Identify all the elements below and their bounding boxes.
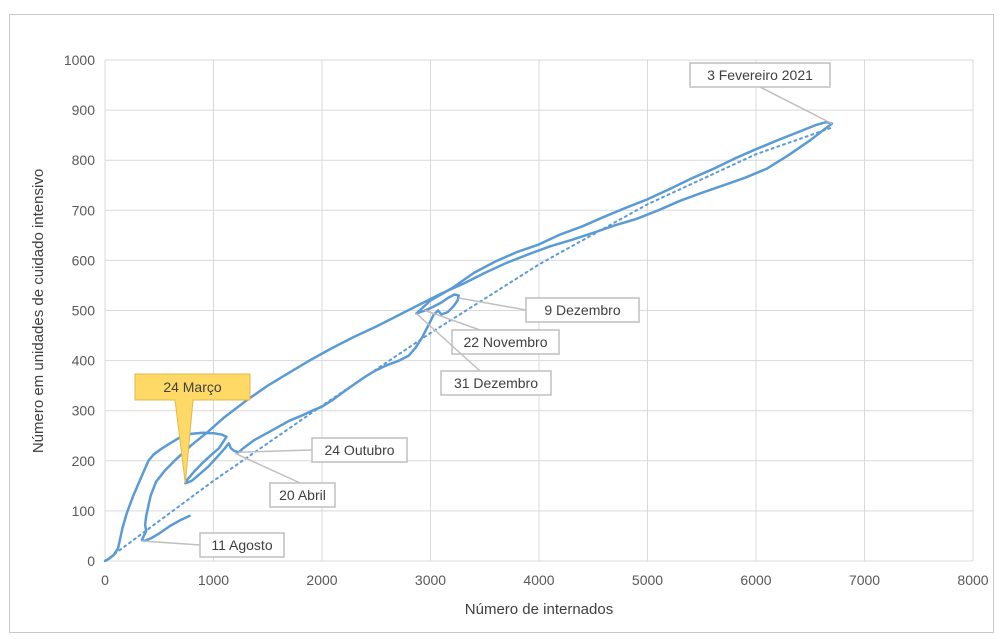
- callout-leader: [424, 309, 481, 331]
- x-tick-label: 7000: [849, 572, 880, 588]
- callout-leader: [238, 449, 313, 454]
- callout-7: 11 Agosto: [141, 532, 285, 558]
- y-tick-labels: 0 100 200 300 400 500 600 700 800 900 1000: [64, 52, 95, 569]
- y-tick-label: 200: [72, 453, 96, 469]
- callout-label: 22 Novembro: [463, 334, 547, 350]
- trajectory-series: [103, 120, 834, 563]
- x-tick-label: 2000: [306, 572, 337, 588]
- y-tick-label: 800: [72, 152, 96, 168]
- callout-6: 24 Março: [134, 373, 251, 484]
- x-tick-label: 3000: [415, 572, 446, 588]
- callout-label: 24 Março: [163, 379, 222, 395]
- x-tick-label: 1000: [198, 572, 229, 588]
- trendline-series: [104, 126, 833, 562]
- callout-leader: [458, 297, 527, 311]
- x-tick-label: 0: [101, 572, 109, 588]
- x-tick-label: 5000: [632, 572, 663, 588]
- y-tick-label: 600: [72, 252, 96, 268]
- y-tick-label: 700: [72, 202, 96, 218]
- x-tick-label: 6000: [740, 572, 771, 588]
- y-axis-title: Número em unidades de cuidado intensivo: [30, 169, 47, 453]
- callout-2: 22 Novembro: [424, 309, 560, 355]
- callout-box: [269, 482, 336, 508]
- y-tick-label: 500: [72, 303, 96, 319]
- callout-label: 20 Abril: [279, 487, 326, 503]
- callout-4: 24 Outubro: [238, 437, 408, 463]
- y-tick-label: 900: [72, 102, 96, 118]
- callout-label: 3 Fevereiro 2021: [707, 67, 813, 83]
- callout-3: 31 Dezembro: [415, 312, 552, 396]
- callout-box: [311, 437, 408, 463]
- callout-box: [451, 329, 560, 355]
- callout-1: 9 Dezembro: [458, 297, 640, 323]
- gridlines: [104, 59, 974, 562]
- callout-5: 20 Abril: [234, 452, 336, 508]
- x-tick-label: 8000: [957, 572, 988, 588]
- callout-label: 9 Dezembro: [544, 302, 620, 318]
- callout-leader: [141, 540, 201, 546]
- x-tick-label: 4000: [523, 572, 554, 588]
- callout-highlight-shape: [134, 373, 251, 484]
- callout-box: [689, 62, 831, 88]
- callout-box: [199, 532, 285, 558]
- y-tick-label: 1000: [64, 52, 95, 68]
- callout-label: 24 Outubro: [324, 442, 394, 458]
- y-tick-label: 0: [87, 553, 95, 569]
- callout-label: 31 Dezembro: [454, 375, 538, 391]
- callouts: 3 Fevereiro 2021 9 Dezembro 22 Novembro 31 …: [134, 62, 833, 558]
- series-layer: [103, 120, 834, 563]
- callout-leader: [415, 312, 481, 372]
- y-tick-label: 400: [72, 353, 96, 369]
- callout-leader: [759, 86, 833, 125]
- x-tick-labels: 0 1000 2000 3000 4000 5000 6000 7000 8000: [101, 572, 989, 588]
- callout-box: [440, 370, 552, 396]
- y-tick-label: 300: [72, 403, 96, 419]
- callout-0: 3 Fevereiro 2021: [689, 62, 833, 125]
- y-tick-label: 100: [72, 503, 96, 519]
- callout-box: [525, 297, 640, 323]
- callout-label: 11 Agosto: [211, 537, 272, 553]
- x-axis-title: Número de internados: [465, 601, 613, 618]
- chart-frame: [9, 14, 994, 633]
- callout-leader: [234, 452, 301, 484]
